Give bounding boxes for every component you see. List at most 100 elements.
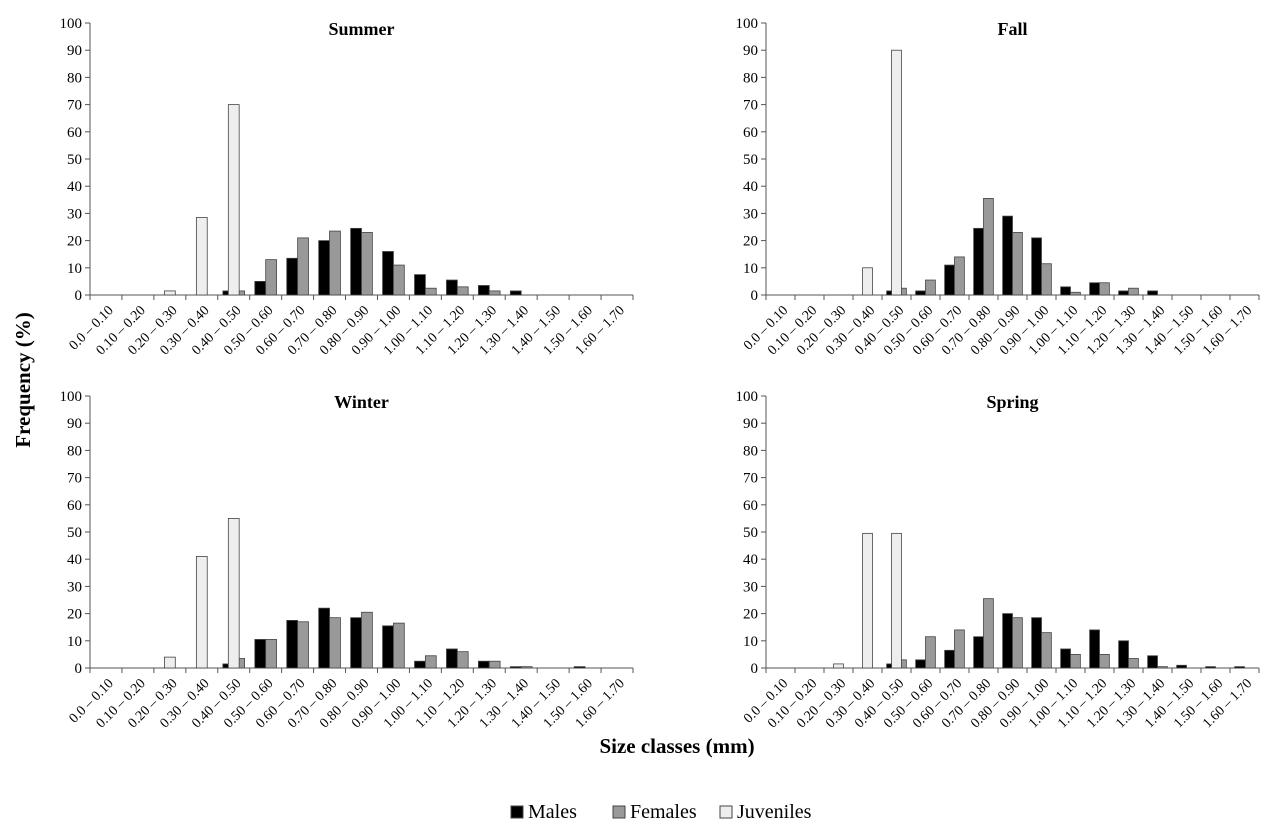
y-tick-label: 0 <box>75 288 83 304</box>
bar-females <box>925 279 936 296</box>
bar-females <box>983 198 994 296</box>
bar-males <box>382 251 394 296</box>
bar-females <box>1099 282 1110 296</box>
y-tick-label: 40 <box>743 179 758 195</box>
y-tick-label: 60 <box>743 498 758 514</box>
bar-females <box>393 622 405 669</box>
y-tick-label: 10 <box>743 261 758 277</box>
bar-females <box>1099 654 1110 669</box>
y-tick-label: 70 <box>743 471 758 487</box>
bar-females <box>954 256 965 296</box>
y-tick-label: 0 <box>75 661 83 677</box>
y-tick-label: 80 <box>67 443 82 459</box>
y-tick-label: 10 <box>67 634 82 650</box>
bar-females <box>1070 291 1081 296</box>
bar-females <box>329 617 341 669</box>
bar-males <box>1205 666 1216 669</box>
bar-males <box>509 290 522 296</box>
bar-males <box>915 290 926 296</box>
legend-swatch-males <box>510 805 524 819</box>
bar-females <box>983 598 994 669</box>
y-tick-label: 40 <box>743 552 758 568</box>
bar-males <box>1031 617 1042 669</box>
bar-females <box>520 666 533 669</box>
bar-females <box>265 639 277 669</box>
bar-males <box>1147 655 1158 669</box>
y-tick-label: 10 <box>67 261 82 277</box>
y-tick-label: 70 <box>67 98 82 114</box>
y-tick-label: 0 <box>751 661 759 677</box>
y-tick-label: 60 <box>67 125 82 141</box>
bar-females <box>456 651 469 669</box>
bar-males <box>382 625 394 669</box>
y-axis-label: Frequency (%) <box>11 312 35 448</box>
legend-label-males: Males <box>528 801 577 823</box>
bar-males <box>944 649 955 669</box>
bar-males <box>478 660 490 669</box>
bar-males <box>478 285 490 296</box>
bar-females <box>1070 654 1081 669</box>
y-tick-label: 90 <box>67 43 82 59</box>
y-tick-label: 100 <box>60 16 83 32</box>
bar-females <box>488 660 501 669</box>
y-tick-label: 30 <box>743 579 758 595</box>
y-tick-label: 50 <box>67 152 82 168</box>
y-tick-label: 50 <box>67 525 82 541</box>
bar-juveniles <box>227 104 240 296</box>
bar-females <box>361 611 373 669</box>
bar-males <box>1089 282 1100 296</box>
bar-males <box>414 274 426 296</box>
bar-juveniles <box>833 663 844 669</box>
bar-females <box>488 290 501 296</box>
bar-females <box>297 621 309 669</box>
bar-males <box>973 227 984 296</box>
legend-swatch-females <box>612 805 626 819</box>
bar-females <box>1041 263 1052 296</box>
y-tick-label: 100 <box>736 16 759 32</box>
bar-males <box>350 617 362 669</box>
bar-males <box>254 280 267 296</box>
bar-males <box>1118 640 1129 669</box>
y-tick-label: 80 <box>67 70 82 86</box>
bar-females <box>1012 232 1023 296</box>
bar-males <box>573 666 586 669</box>
bar-males <box>446 279 458 296</box>
bar-males <box>1147 290 1158 296</box>
bar-juveniles <box>891 532 902 669</box>
bar-females <box>424 655 437 669</box>
bar-females <box>1128 287 1139 296</box>
bar-males <box>414 660 426 669</box>
bar-juveniles <box>164 656 176 669</box>
y-tick-label: 50 <box>743 525 758 541</box>
y-tick-label: 30 <box>743 206 758 222</box>
bar-females <box>1012 617 1023 669</box>
bar-males <box>318 240 330 296</box>
bar-juveniles <box>227 518 240 669</box>
bar-females <box>925 636 936 669</box>
bar-males <box>1002 613 1013 669</box>
bar-males <box>286 257 299 296</box>
y-tick-label: 70 <box>743 98 758 114</box>
y-tick-label: 40 <box>67 552 82 568</box>
bar-males <box>1089 629 1100 669</box>
legend-label-juveniles: Juveniles <box>737 801 812 823</box>
bar-females <box>297 237 309 296</box>
bar-males <box>915 659 926 669</box>
bar-females <box>361 232 373 296</box>
y-tick-label: 50 <box>743 152 758 168</box>
bar-males <box>1118 290 1129 296</box>
bar-females <box>954 629 965 669</box>
y-tick-label: 0 <box>751 288 759 304</box>
y-tick-label: 20 <box>67 607 82 623</box>
bar-juveniles <box>891 49 902 296</box>
y-tick-label: 30 <box>67 579 82 595</box>
bar-females <box>1041 632 1052 669</box>
legend-label-females: Females <box>630 801 697 823</box>
bar-juveniles <box>862 267 873 296</box>
bar-males <box>318 607 330 669</box>
bar-males <box>286 620 299 669</box>
bar-males <box>1176 664 1187 669</box>
y-tick-label: 100 <box>60 389 83 405</box>
